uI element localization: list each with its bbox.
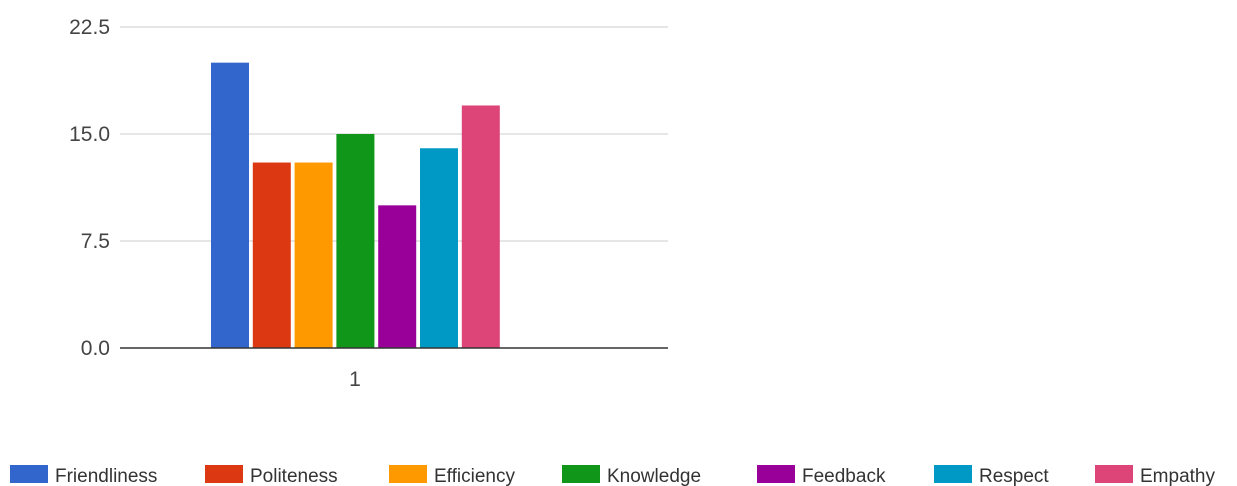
bar-respect[interactable] [420, 148, 458, 348]
x-tick-label: 1 [349, 368, 361, 391]
x-axis-ticks: 1 [349, 368, 361, 391]
y-tick-label: 15.0 [69, 123, 110, 146]
y-axis-ticks: 0.0 7.5 15.0 22.5 [69, 16, 110, 360]
legend-item-politeness[interactable]: Politeness [205, 465, 338, 486]
bar-efficiency[interactable] [294, 162, 333, 348]
legend-swatch [757, 465, 795, 483]
y-tick-label: 22.5 [69, 16, 110, 39]
legend-label: Respect [979, 466, 1049, 486]
bar-politeness[interactable] [252, 162, 291, 348]
y-tick-label: 7.5 [81, 230, 110, 253]
legend-label: Efficiency [434, 466, 515, 486]
legend-item-empathy[interactable]: Empathy [1095, 465, 1215, 486]
legend-swatch [1095, 465, 1133, 483]
bar-knowledge[interactable] [336, 134, 375, 348]
bar-feedback[interactable] [378, 205, 417, 348]
legend-label: Feedback [802, 466, 886, 486]
y-tick-label: 0.0 [81, 337, 110, 360]
legend-swatch [389, 465, 427, 483]
bar-friendliness[interactable] [211, 62, 249, 349]
legend-swatch [10, 465, 48, 483]
legend-item-respect[interactable]: Respect [934, 465, 1049, 486]
bar-empathy[interactable] [461, 105, 500, 348]
legend-item-feedback[interactable]: Feedback [757, 465, 886, 486]
legend-swatch [934, 465, 972, 483]
legend[interactable]: Friendliness Politeness Efficiency Knowledg… [10, 465, 1215, 486]
legend-label: Friendliness [55, 466, 157, 486]
legend-label: Empathy [1140, 466, 1215, 486]
legend-swatch [205, 465, 243, 483]
legend-label: Politeness [250, 466, 338, 486]
legend-item-friendliness[interactable]: Friendliness [10, 465, 157, 486]
bars [211, 62, 500, 349]
legend-item-efficiency[interactable]: Efficiency [389, 465, 515, 486]
legend-swatch [562, 465, 600, 483]
legend-label: Knowledge [607, 466, 701, 486]
legend-item-knowledge[interactable]: Knowledge [562, 465, 701, 486]
